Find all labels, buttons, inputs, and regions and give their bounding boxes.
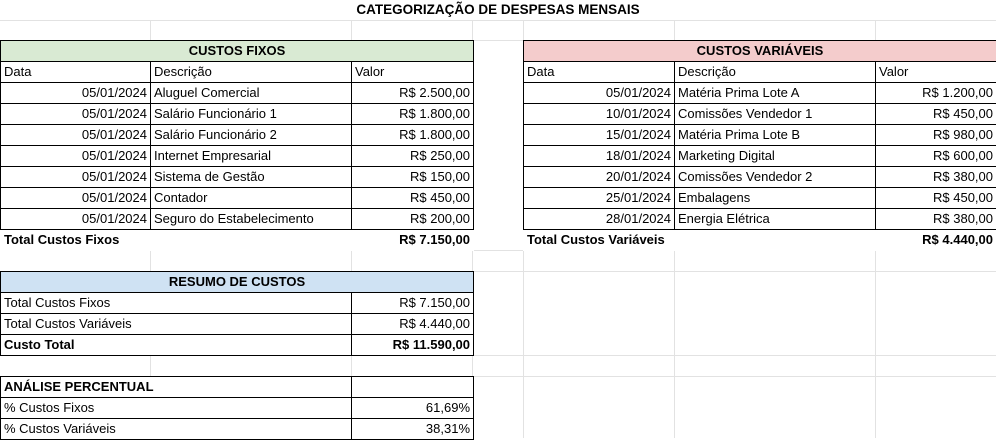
fixed-costs-header[interactable]: CUSTOS FIXOS bbox=[1, 41, 474, 62]
cost-summary-header[interactable]: RESUMO DE CUSTOS bbox=[1, 272, 474, 293]
cell-description[interactable]: Salário Funcionário 2 bbox=[151, 125, 352, 146]
empty-cell[interactable] bbox=[352, 377, 474, 398]
cell-value[interactable]: R$ 1.800,00 bbox=[352, 125, 474, 146]
table-row: 05/01/2024 Seguro do Estabelecimento R$ … bbox=[1, 209, 474, 230]
col-header-date[interactable]: Data bbox=[1, 62, 151, 83]
table-row: 05/01/2024 Internet Empresarial R$ 250,0… bbox=[1, 146, 474, 167]
cell-value[interactable]: R$ 380,00 bbox=[876, 167, 996, 188]
cell-date[interactable]: 10/01/2024 bbox=[524, 104, 675, 125]
col-header-value[interactable]: Valor bbox=[876, 62, 996, 83]
cell-date[interactable]: 15/01/2024 bbox=[524, 125, 675, 146]
cell-description[interactable]: Embalagens bbox=[675, 188, 876, 209]
cell-date[interactable]: 05/01/2024 bbox=[1, 209, 151, 230]
total-cost-label[interactable]: Custo Total bbox=[1, 335, 352, 356]
cell-date[interactable]: 25/01/2024 bbox=[524, 188, 675, 209]
sheet-title[interactable]: CATEGORIZAÇÃO DE DESPESAS MENSAIS bbox=[0, 0, 996, 20]
table-row: 05/01/2024 Matéria Prima Lote A R$ 1.200… bbox=[524, 83, 996, 104]
cell-date[interactable]: 20/01/2024 bbox=[524, 167, 675, 188]
cell-value[interactable]: R$ 1.200,00 bbox=[876, 83, 996, 104]
cell-date[interactable]: 05/01/2024 bbox=[1, 125, 151, 146]
percentage-analysis-table: ANÁLISE PERCENTUAL % Custos Fixos 61,69%… bbox=[0, 376, 474, 440]
col-header-value[interactable]: Valor bbox=[352, 62, 474, 83]
table-row: Total Custos Fixos R$ 7.150,00 bbox=[1, 293, 474, 314]
cell-value[interactable]: R$ 200,00 bbox=[352, 209, 474, 230]
table-row: % Custos Variáveis 38,31% bbox=[1, 419, 474, 440]
table-row: 15/01/2024 Matéria Prima Lote B R$ 980,0… bbox=[524, 125, 996, 146]
total-fixed-value[interactable]: R$ 7.150,00 bbox=[352, 230, 474, 251]
table-row: Total Custos Variáveis R$ 4.440,00 bbox=[1, 314, 474, 335]
percentage-value[interactable]: 38,31% bbox=[352, 419, 474, 440]
fixed-costs-table: CUSTOS FIXOS Data Descrição Valor 05/01/… bbox=[0, 40, 474, 251]
summary-value[interactable]: R$ 4.440,00 bbox=[352, 314, 474, 335]
cell-value[interactable]: R$ 980,00 bbox=[876, 125, 996, 146]
cell-value[interactable]: R$ 380,00 bbox=[876, 209, 996, 230]
cell-value[interactable]: R$ 450,00 bbox=[876, 188, 996, 209]
cell-value[interactable]: R$ 450,00 bbox=[876, 104, 996, 125]
variable-costs-header[interactable]: CUSTOS VARIÁVEIS bbox=[524, 41, 996, 62]
cell-description[interactable]: Sistema de Gestão bbox=[151, 167, 352, 188]
cost-summary-table: RESUMO DE CUSTOS Total Custos Fixos R$ 7… bbox=[0, 271, 474, 356]
cell-description[interactable]: Matéria Prima Lote B bbox=[675, 125, 876, 146]
cell-description[interactable]: Matéria Prima Lote A bbox=[675, 83, 876, 104]
cell-date[interactable]: 18/01/2024 bbox=[524, 146, 675, 167]
table-row: 20/01/2024 Comissões Vendedor 2 R$ 380,0… bbox=[524, 167, 996, 188]
cell-value[interactable]: R$ 250,00 bbox=[352, 146, 474, 167]
cell-date[interactable]: 05/01/2024 bbox=[1, 83, 151, 104]
cell-value[interactable]: R$ 450,00 bbox=[352, 188, 474, 209]
table-row: 05/01/2024 Aluguel Comercial R$ 2.500,00 bbox=[1, 83, 474, 104]
cell-description[interactable]: Comissões Vendedor 1 bbox=[675, 104, 876, 125]
table-row: 25/01/2024 Embalagens R$ 450,00 bbox=[524, 188, 996, 209]
total-variable-label[interactable]: Total Custos Variáveis bbox=[524, 230, 876, 251]
summary-label[interactable]: Total Custos Variáveis bbox=[1, 314, 352, 335]
cell-description[interactable]: Seguro do Estabelecimento bbox=[151, 209, 352, 230]
table-row: Custo Total R$ 11.590,00 bbox=[1, 335, 474, 356]
col-header-description[interactable]: Descrição bbox=[151, 62, 352, 83]
cell-value[interactable]: R$ 600,00 bbox=[876, 146, 996, 167]
table-row: 18/01/2024 Marketing Digital R$ 600,00 bbox=[524, 146, 996, 167]
cell-description[interactable]: Comissões Vendedor 2 bbox=[675, 167, 876, 188]
col-header-date[interactable]: Data bbox=[524, 62, 675, 83]
cell-description[interactable]: Aluguel Comercial bbox=[151, 83, 352, 104]
table-row: 28/01/2024 Energia Elétrica R$ 380,00 bbox=[524, 209, 996, 230]
cell-date[interactable]: 05/01/2024 bbox=[1, 167, 151, 188]
percentage-analysis-header[interactable]: ANÁLISE PERCENTUAL bbox=[1, 377, 352, 398]
cell-description[interactable]: Contador bbox=[151, 188, 352, 209]
table-row: % Custos Fixos 61,69% bbox=[1, 398, 474, 419]
cell-description[interactable]: Energia Elétrica bbox=[675, 209, 876, 230]
cell-description[interactable]: Salário Funcionário 1 bbox=[151, 104, 352, 125]
table-row: 05/01/2024 Salário Funcionário 1 R$ 1.80… bbox=[1, 104, 474, 125]
cell-value[interactable]: R$ 1.800,00 bbox=[352, 104, 474, 125]
total-row: Total Custos Variáveis R$ 4.440,00 bbox=[524, 230, 996, 251]
total-cost-value[interactable]: R$ 11.590,00 bbox=[352, 335, 474, 356]
total-variable-value[interactable]: R$ 4.440,00 bbox=[876, 230, 996, 251]
cell-date[interactable]: 05/01/2024 bbox=[1, 146, 151, 167]
summary-value[interactable]: R$ 7.150,00 bbox=[352, 293, 474, 314]
cell-date[interactable]: 05/01/2024 bbox=[1, 104, 151, 125]
col-header-description[interactable]: Descrição bbox=[675, 62, 876, 83]
variable-costs-table: CUSTOS VARIÁVEIS Data Descrição Valor 05… bbox=[523, 40, 996, 251]
percentage-label[interactable]: % Custos Fixos bbox=[1, 398, 352, 419]
summary-label[interactable]: Total Custos Fixos bbox=[1, 293, 352, 314]
cell-date[interactable]: 28/01/2024 bbox=[524, 209, 675, 230]
cell-description[interactable]: Internet Empresarial bbox=[151, 146, 352, 167]
cell-value[interactable]: R$ 2.500,00 bbox=[352, 83, 474, 104]
total-fixed-label[interactable]: Total Custos Fixos bbox=[1, 230, 352, 251]
cell-date[interactable]: 05/01/2024 bbox=[524, 83, 675, 104]
table-row: 05/01/2024 Salário Funcionário 2 R$ 1.80… bbox=[1, 125, 474, 146]
table-row: 05/01/2024 Contador R$ 450,00 bbox=[1, 188, 474, 209]
percentage-value[interactable]: 61,69% bbox=[352, 398, 474, 419]
table-row: 10/01/2024 Comissões Vendedor 1 R$ 450,0… bbox=[524, 104, 996, 125]
percentage-label[interactable]: % Custos Variáveis bbox=[1, 419, 352, 440]
cell-description[interactable]: Marketing Digital bbox=[675, 146, 876, 167]
table-row: 05/01/2024 Sistema de Gestão R$ 150,00 bbox=[1, 167, 474, 188]
total-row: Total Custos Fixos R$ 7.150,00 bbox=[1, 230, 474, 251]
cell-date[interactable]: 05/01/2024 bbox=[1, 188, 151, 209]
cell-value[interactable]: R$ 150,00 bbox=[352, 167, 474, 188]
